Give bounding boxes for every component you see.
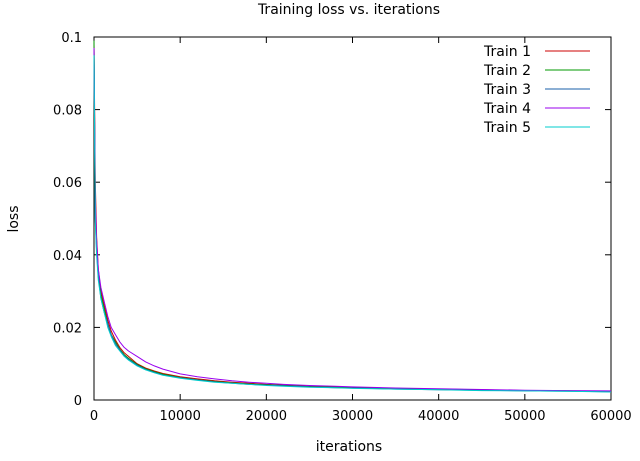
x-tick-label: 0: [90, 409, 98, 424]
y-tick-label: 0.06: [53, 176, 82, 191]
legend-label: Train 5: [483, 120, 531, 136]
y-tick-label: 0.1: [61, 31, 82, 46]
series-layer: [93, 40, 612, 393]
x-tick-label: 40000: [418, 409, 459, 424]
legend-label: Train 4: [483, 101, 531, 117]
x-tick-label: 10000: [159, 409, 200, 424]
x-tick-label: 30000: [332, 409, 373, 424]
y-tick-label: 0.02: [53, 321, 82, 336]
series-line-1: [93, 44, 612, 392]
x-axis-title: iterations: [316, 439, 382, 455]
axis-ticks: 0 10000 20000 30000 40000 50000 60000 0 0.02 0.04…: [53, 31, 632, 424]
y-tick-label: 0: [74, 394, 82, 409]
series-line-3: [93, 51, 612, 393]
x-tick-label: 60000: [590, 409, 631, 424]
series-line-5: [93, 55, 612, 393]
series-line-4: [93, 47, 612, 392]
y-tick-label: 0.08: [53, 104, 82, 119]
legend-label: Train 1: [483, 44, 531, 60]
legend: Train 1 Train 2 Train 3 Train 4 Train 5: [483, 44, 590, 136]
y-tick-label: 0.04: [53, 249, 82, 264]
y-axis-title: loss: [6, 205, 22, 232]
chart-title: Training loss vs. iterations: [257, 2, 440, 18]
legend-label: Train 2: [483, 63, 531, 79]
legend-label: Train 3: [483, 82, 531, 98]
x-tick-label: 50000: [504, 409, 545, 424]
series-line-2: [93, 40, 612, 393]
plot-frame: [93, 36, 612, 401]
x-tick-label: 20000: [246, 409, 287, 424]
